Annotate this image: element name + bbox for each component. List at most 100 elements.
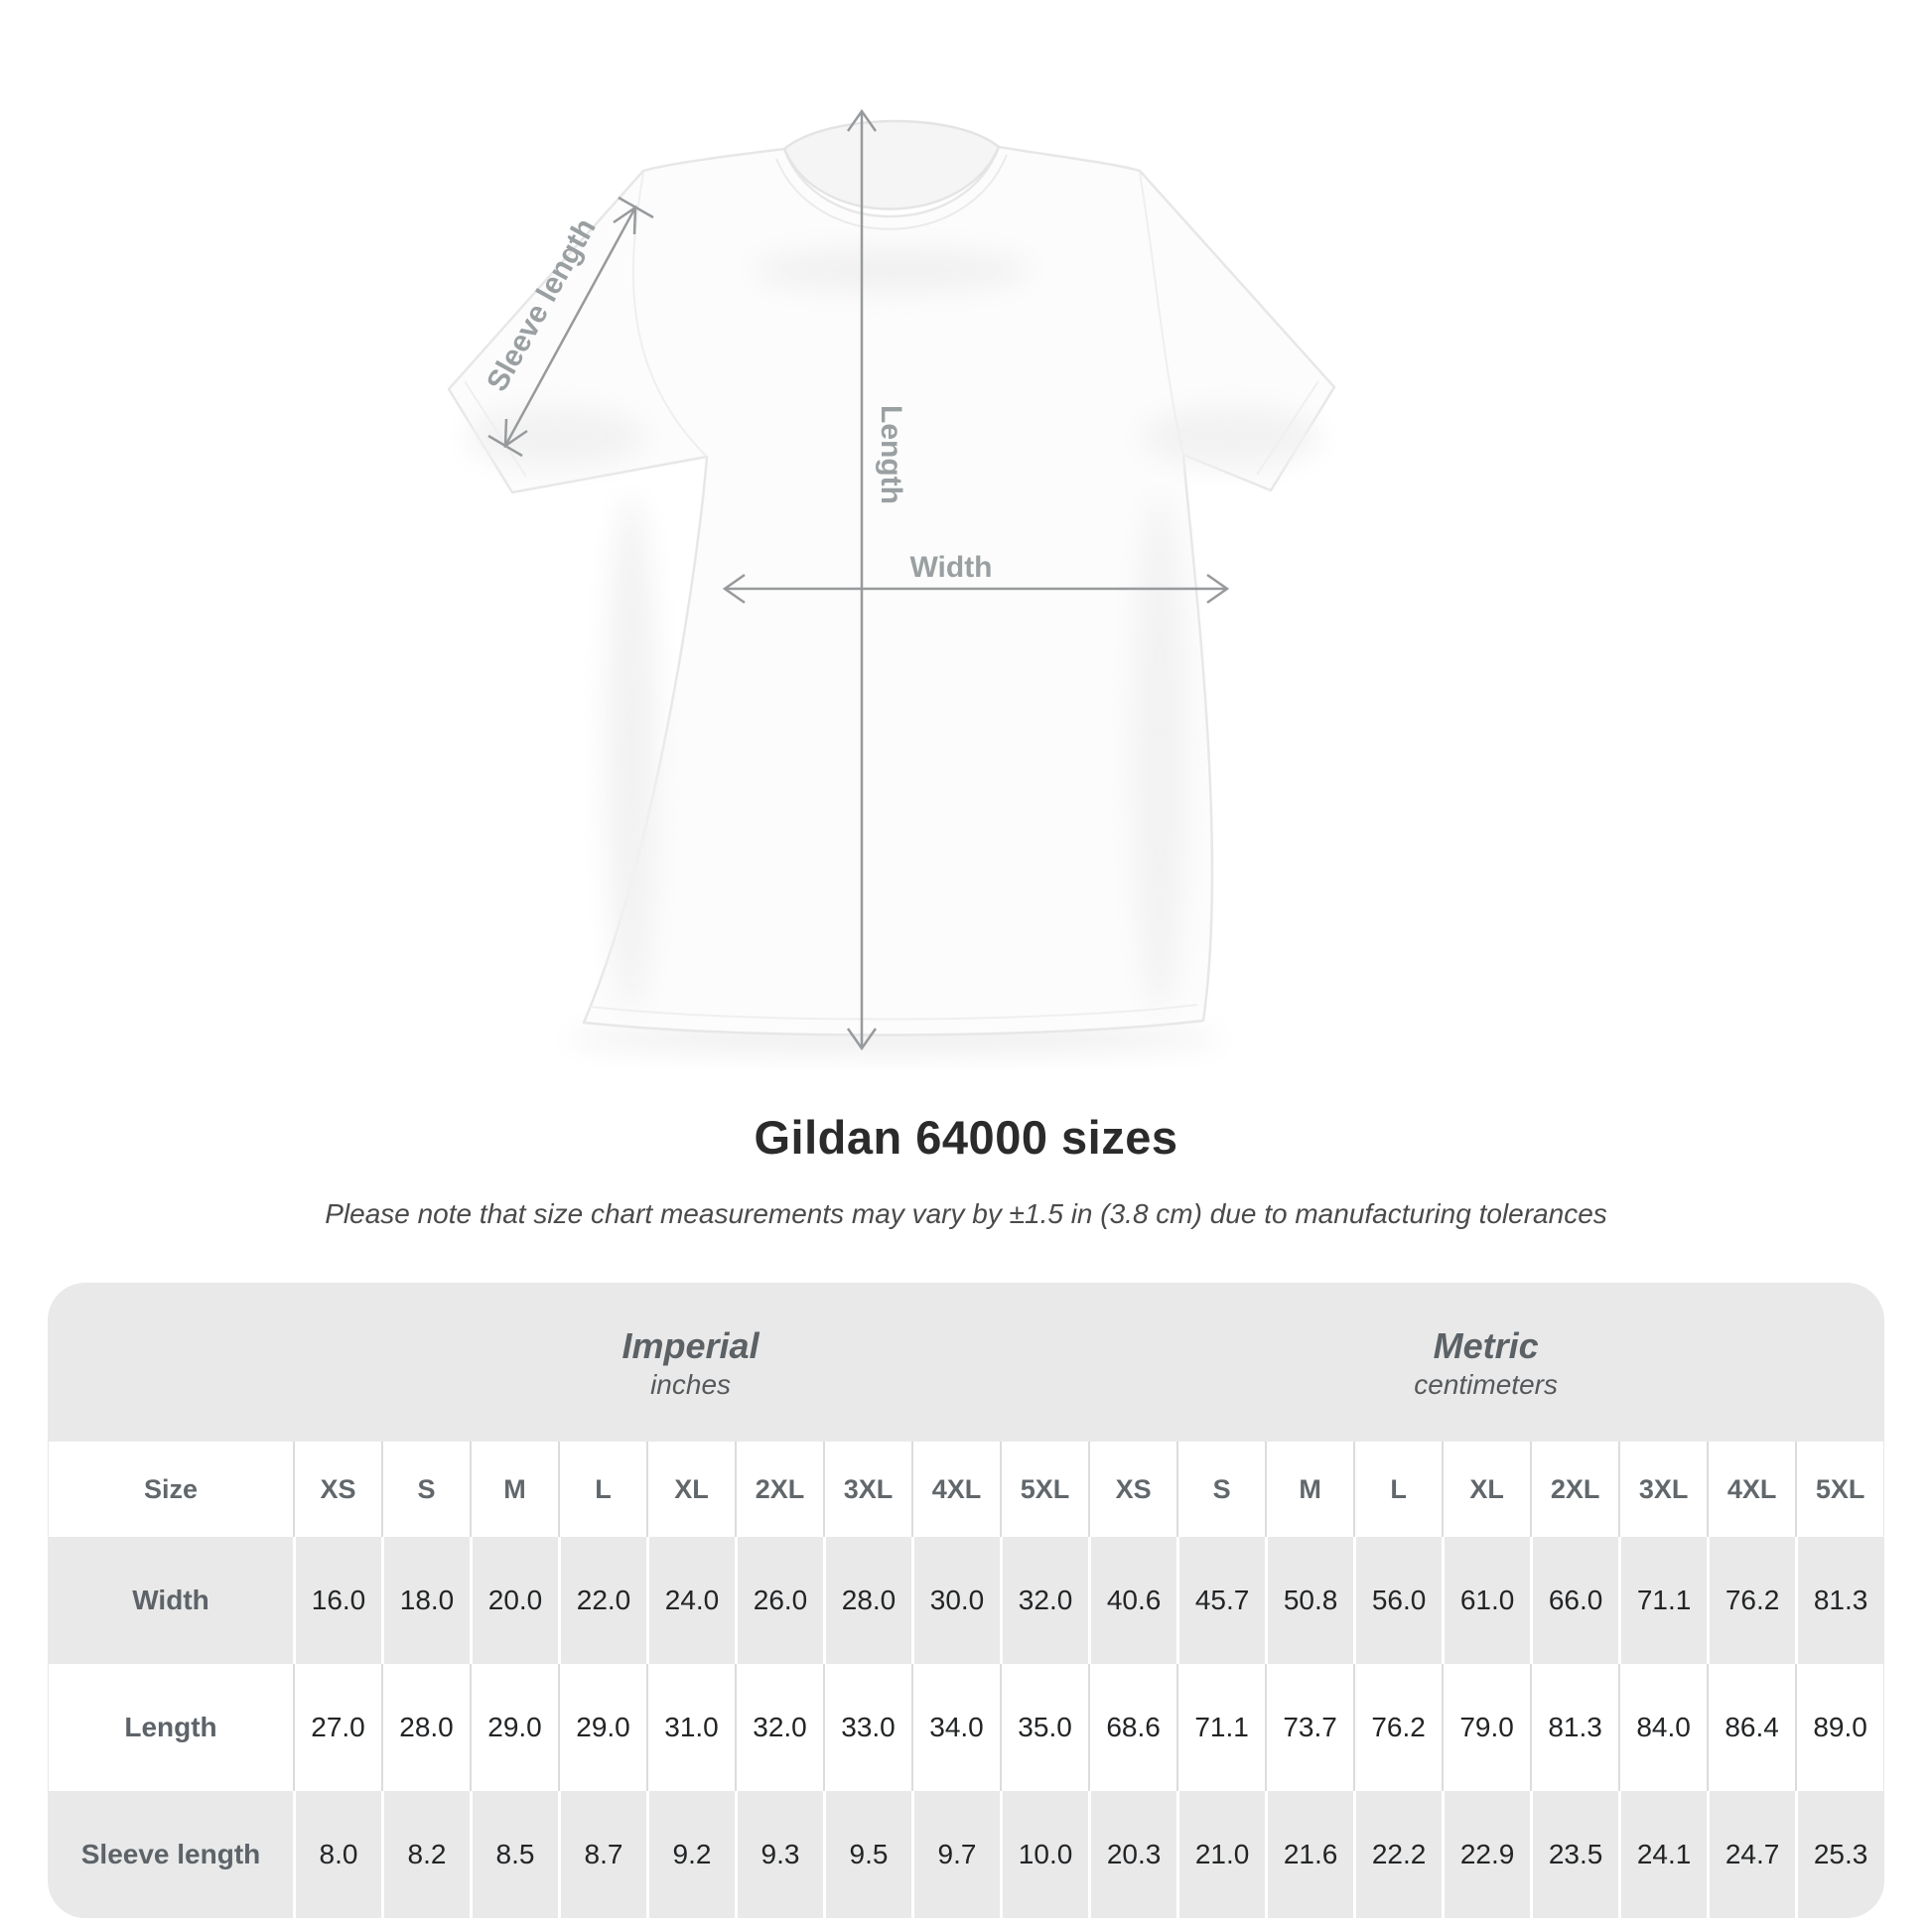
value-cell: 28.0	[381, 1664, 470, 1791]
size-col-header: 3XL	[1618, 1442, 1708, 1537]
unit-group-header-row: Imperial inches Metric centimeters	[49, 1283, 1883, 1442]
value-cell: 24.1	[1618, 1791, 1708, 1918]
tshirt-silhouette	[447, 145, 1336, 1036]
value-cell: 66.0	[1530, 1537, 1619, 1664]
shirt-figure: Width Length Sleeve length	[447, 108, 1336, 1052]
value-cell: 20.0	[470, 1537, 558, 1664]
value-cell: 10.0	[1000, 1791, 1089, 1918]
length-label: Length	[875, 405, 907, 504]
size-col-header: M	[1265, 1442, 1354, 1537]
value-cell: 61.0	[1442, 1537, 1531, 1664]
value-cell: 8.5	[470, 1791, 558, 1918]
value-cell: 22.9	[1442, 1791, 1531, 1918]
value-cell: 21.0	[1176, 1791, 1266, 1918]
value-cell: 71.1	[1176, 1664, 1266, 1791]
size-col-header: XL	[646, 1442, 735, 1537]
value-cell: 9.5	[823, 1791, 911, 1918]
corner-cell	[49, 1283, 293, 1442]
length-arrow	[846, 108, 878, 1051]
size-col-header: XS	[293, 1442, 381, 1537]
value-cell: 32.0	[735, 1664, 823, 1791]
size-col-header: L	[558, 1442, 646, 1537]
value-cell: 76.2	[1353, 1664, 1443, 1791]
size-col-header: 5XL	[1795, 1442, 1884, 1537]
value-cell: 86.4	[1707, 1664, 1796, 1791]
value-cell: 71.1	[1618, 1537, 1708, 1664]
size-header-label: Size	[49, 1442, 293, 1537]
value-cell: 68.6	[1088, 1664, 1177, 1791]
value-cell: 29.0	[558, 1664, 646, 1791]
value-cell: 23.5	[1530, 1791, 1619, 1918]
value-cell: 73.7	[1265, 1664, 1354, 1791]
tshirt-image	[447, 119, 1336, 1052]
size-col-header: 2XL	[1530, 1442, 1619, 1537]
value-cell: 8.2	[381, 1791, 470, 1918]
size-col-header: M	[470, 1442, 558, 1537]
length-row: Length 27.0 28.0 29.0 29.0 31.0 32.0 33.…	[49, 1664, 1884, 1791]
value-cell: 28.0	[823, 1537, 911, 1664]
value-cell: 9.2	[646, 1791, 735, 1918]
value-cell: 16.0	[293, 1537, 381, 1664]
size-col-header: S	[1176, 1442, 1266, 1537]
value-cell: 9.7	[911, 1791, 1000, 1918]
value-cell: 31.0	[646, 1664, 735, 1791]
metric-title: Metric	[1433, 1324, 1539, 1366]
size-header-row: Size XS S M L XL 2XL 3XL 4XL 5XL XS S M …	[49, 1442, 1884, 1537]
value-cell: 25.3	[1795, 1791, 1884, 1918]
size-col-header: S	[381, 1442, 470, 1537]
metric-unit: centimeters	[1414, 1368, 1558, 1400]
row-label: Width	[49, 1537, 293, 1664]
value-cell: 30.0	[911, 1537, 1000, 1664]
tolerance-note: Please note that size chart measurements…	[325, 1198, 1607, 1229]
value-cell: 18.0	[381, 1537, 470, 1664]
value-cell: 81.3	[1530, 1664, 1619, 1791]
value-cell: 27.0	[293, 1664, 381, 1791]
row-label: Sleeve length	[49, 1791, 293, 1918]
value-cell: 40.6	[1088, 1537, 1177, 1664]
size-col-header: 4XL	[911, 1442, 1000, 1537]
sleeve-length-arrow	[487, 196, 654, 458]
value-cell: 79.0	[1442, 1664, 1531, 1791]
size-col-header: XS	[1088, 1442, 1177, 1537]
size-col-header: 5XL	[1000, 1442, 1089, 1537]
imperial-unit: inches	[650, 1368, 732, 1400]
value-cell: 9.3	[735, 1791, 823, 1918]
imperial-title: Imperial	[621, 1324, 759, 1366]
size-col-header: XL	[1442, 1442, 1531, 1537]
value-cell: 76.2	[1707, 1537, 1796, 1664]
page-title: Gildan 64000 sizes	[754, 1111, 1178, 1164]
measurement-arrows	[487, 108, 1230, 1051]
value-cell: 45.7	[1176, 1537, 1266, 1664]
value-cell: 29.0	[470, 1664, 558, 1791]
size-table: Imperial inches Metric centimeters Size …	[49, 1283, 1884, 1918]
value-cell: 84.0	[1618, 1664, 1708, 1791]
value-cell: 89.0	[1795, 1664, 1884, 1791]
value-cell: 50.8	[1265, 1537, 1354, 1664]
value-cell: 26.0	[735, 1537, 823, 1664]
sleeve-length-row: Sleeve length 8.0 8.2 8.5 8.7 9.2 9.3 9.…	[49, 1791, 1884, 1918]
width-label: Width	[909, 551, 992, 584]
value-cell: 32.0	[1000, 1537, 1089, 1664]
value-cell: 34.0	[911, 1664, 1000, 1791]
row-label: Length	[49, 1664, 293, 1791]
width-arrow	[722, 573, 1230, 605]
value-cell: 24.7	[1707, 1791, 1796, 1918]
size-table-card: Imperial inches Metric centimeters Size …	[48, 1283, 1884, 1918]
value-cell: 81.3	[1795, 1537, 1884, 1664]
value-cell: 22.2	[1353, 1791, 1443, 1918]
shirt-measure-diagram: Width Length Sleeve length	[447, 108, 1336, 1052]
size-col-header: 3XL	[823, 1442, 911, 1537]
value-cell: 20.3	[1088, 1791, 1177, 1918]
value-cell: 33.0	[823, 1664, 911, 1791]
size-col-header: L	[1353, 1442, 1443, 1537]
width-row: Width 16.0 18.0 20.0 22.0 24.0 26.0 28.0…	[49, 1537, 1884, 1664]
value-cell: 56.0	[1353, 1537, 1443, 1664]
imperial-group-header: Imperial inches	[293, 1283, 1088, 1442]
metric-group-header: Metric centimeters	[1088, 1283, 1883, 1442]
value-cell: 22.0	[558, 1537, 646, 1664]
value-cell: 8.7	[558, 1791, 646, 1918]
value-cell: 8.0	[293, 1791, 381, 1918]
value-cell: 21.6	[1265, 1791, 1354, 1918]
size-col-header: 2XL	[735, 1442, 823, 1537]
